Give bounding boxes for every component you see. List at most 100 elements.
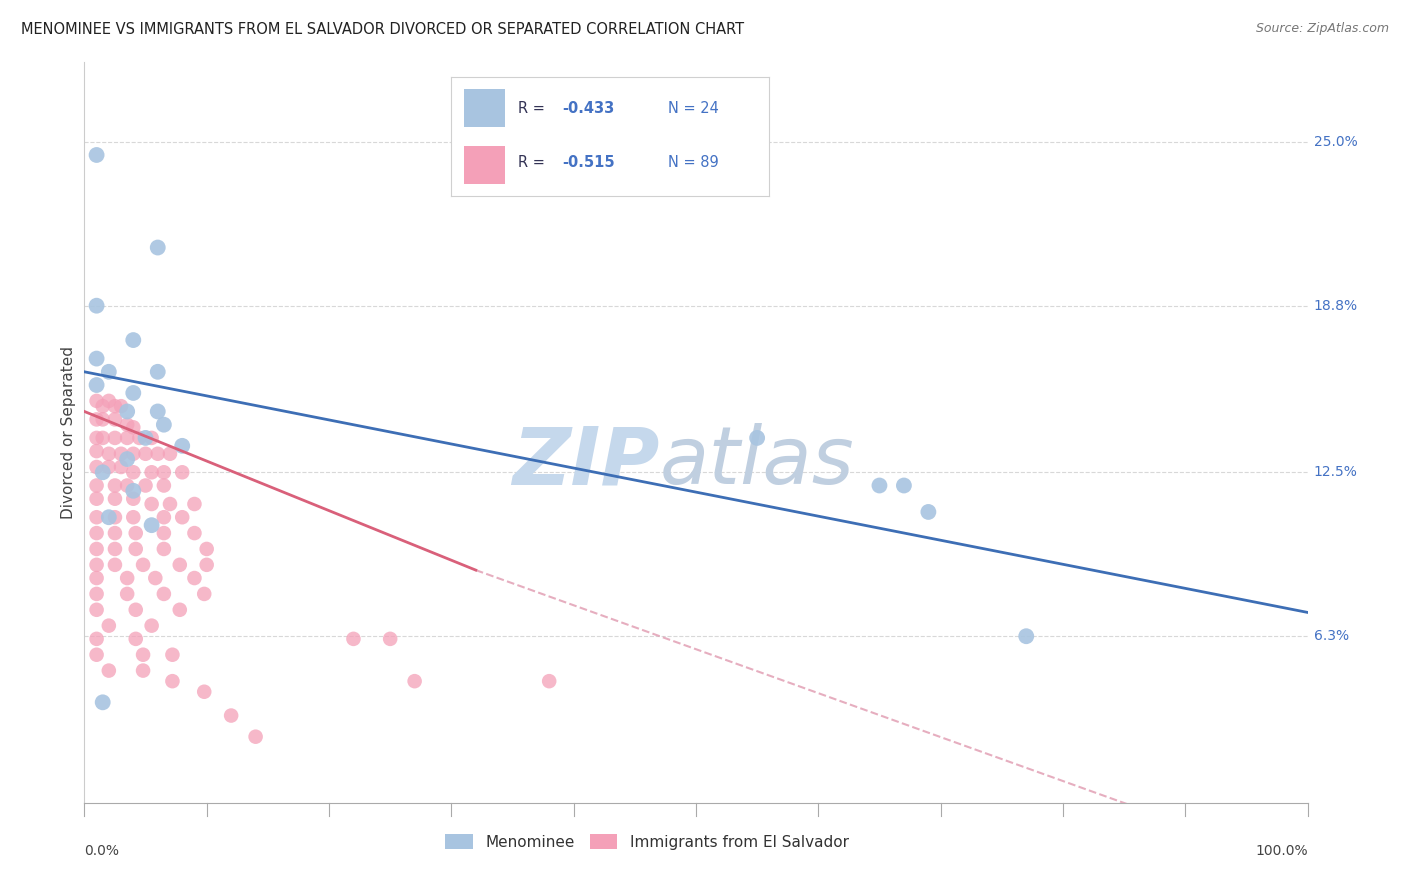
- Point: [195, 558, 218, 572]
- Point: [153, 417, 176, 432]
- Point: [172, 465, 194, 479]
- Point: [115, 404, 138, 418]
- Point: [153, 478, 176, 492]
- Point: [380, 632, 402, 646]
- Point: [110, 399, 132, 413]
- Point: [1015, 629, 1038, 643]
- Point: [122, 420, 145, 434]
- Point: [195, 541, 218, 556]
- Point: [172, 510, 194, 524]
- Point: [893, 478, 915, 492]
- Point: [135, 431, 157, 445]
- Point: [86, 431, 108, 445]
- Point: [153, 587, 176, 601]
- Text: 25.0%: 25.0%: [1313, 135, 1357, 149]
- Point: [115, 587, 138, 601]
- Point: [162, 648, 184, 662]
- Point: [146, 404, 169, 418]
- Point: [91, 431, 114, 445]
- Point: [86, 603, 108, 617]
- Point: [169, 558, 191, 572]
- Point: [132, 648, 155, 662]
- Point: [86, 299, 108, 313]
- Y-axis label: Divorced or Separated: Divorced or Separated: [60, 346, 76, 519]
- Text: Source: ZipAtlas.com: Source: ZipAtlas.com: [1256, 22, 1389, 36]
- Point: [104, 412, 127, 426]
- Point: [122, 386, 145, 401]
- Point: [86, 510, 108, 524]
- Point: [169, 603, 191, 617]
- Point: [143, 571, 166, 585]
- Point: [146, 447, 169, 461]
- Point: [97, 510, 120, 524]
- Point: [125, 603, 148, 617]
- Point: [141, 618, 163, 632]
- Point: [91, 465, 114, 479]
- Point: [132, 558, 155, 572]
- Point: [153, 510, 176, 524]
- Point: [183, 526, 205, 541]
- Point: [104, 431, 127, 445]
- Point: [97, 447, 120, 461]
- Point: [86, 460, 108, 475]
- Point: [97, 664, 120, 678]
- Point: [122, 510, 145, 524]
- Point: [86, 148, 108, 162]
- Point: [104, 541, 127, 556]
- Point: [193, 587, 215, 601]
- Point: [104, 399, 127, 413]
- Point: [146, 241, 169, 255]
- Point: [219, 708, 242, 723]
- Point: [86, 648, 108, 662]
- Legend: Menominee, Immigrants from El Salvador: Menominee, Immigrants from El Salvador: [440, 828, 855, 855]
- Text: 0.0%: 0.0%: [84, 844, 120, 857]
- Point: [125, 541, 148, 556]
- Point: [917, 505, 939, 519]
- Point: [115, 431, 138, 445]
- Point: [747, 431, 769, 445]
- Point: [86, 478, 108, 492]
- Point: [122, 447, 145, 461]
- Point: [115, 417, 138, 432]
- Point: [135, 478, 157, 492]
- Point: [115, 571, 138, 585]
- Point: [115, 478, 138, 492]
- Point: [115, 452, 138, 467]
- Point: [342, 632, 364, 646]
- Point: [86, 571, 108, 585]
- Point: [404, 674, 426, 689]
- Point: [153, 541, 176, 556]
- Point: [110, 447, 132, 461]
- Point: [91, 412, 114, 426]
- Point: [86, 541, 108, 556]
- Point: [132, 664, 155, 678]
- Point: [153, 465, 176, 479]
- Point: [86, 351, 108, 366]
- Point: [86, 632, 108, 646]
- Point: [110, 460, 132, 475]
- Point: [162, 674, 184, 689]
- Point: [86, 491, 108, 506]
- Point: [122, 465, 145, 479]
- Point: [135, 447, 157, 461]
- Point: [97, 365, 120, 379]
- Point: [146, 365, 169, 379]
- Point: [141, 497, 163, 511]
- Point: [104, 478, 127, 492]
- Point: [86, 587, 108, 601]
- Point: [97, 460, 120, 475]
- Point: [128, 431, 150, 445]
- Text: ZIP: ZIP: [512, 423, 659, 501]
- Point: [183, 497, 205, 511]
- Point: [141, 518, 163, 533]
- Point: [86, 558, 108, 572]
- Point: [153, 526, 176, 541]
- Point: [86, 378, 108, 392]
- Point: [104, 510, 127, 524]
- Point: [86, 444, 108, 458]
- Point: [86, 412, 108, 426]
- Point: [172, 439, 194, 453]
- Text: atlas: atlas: [659, 423, 853, 501]
- Point: [122, 491, 145, 506]
- Text: MENOMINEE VS IMMIGRANTS FROM EL SALVADOR DIVORCED OR SEPARATED CORRELATION CHART: MENOMINEE VS IMMIGRANTS FROM EL SALVADOR…: [21, 22, 744, 37]
